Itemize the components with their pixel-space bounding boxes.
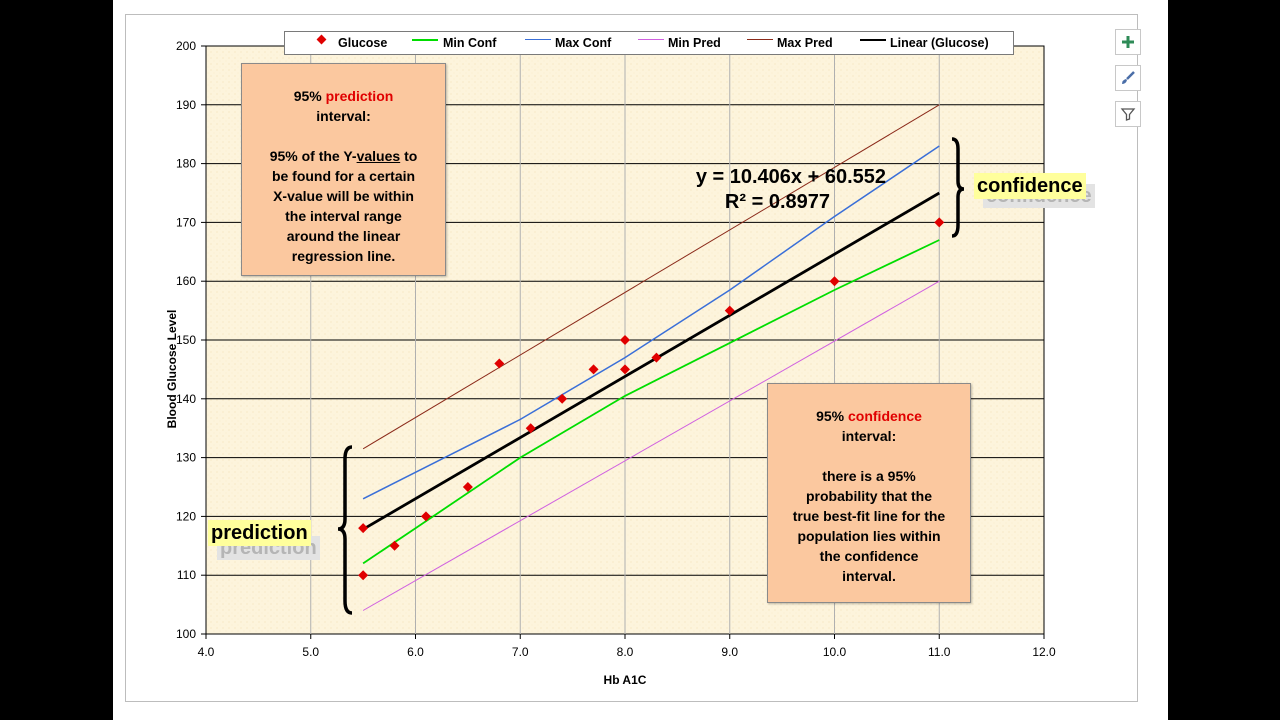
data-point-glucose bbox=[724, 305, 735, 316]
r-squared-line: R² = 0.8977 bbox=[724, 191, 830, 213]
confidence-note-body6: interval. bbox=[842, 568, 896, 584]
legend-swatch-min-conf bbox=[412, 39, 438, 41]
y-tick-label: 100 bbox=[176, 627, 196, 641]
data-point-glucose bbox=[358, 570, 369, 581]
data-point-glucose bbox=[651, 352, 662, 363]
y-tick-label: 140 bbox=[176, 392, 196, 406]
y-tick-label: 200 bbox=[176, 39, 196, 53]
prediction-note-body4: the interval range bbox=[285, 208, 402, 224]
prediction-brace bbox=[337, 445, 353, 615]
chart-filters-button[interactable] bbox=[1115, 101, 1141, 127]
legend-label-min-conf: Min Conf bbox=[443, 36, 497, 50]
x-tick-label: 5.0 bbox=[302, 645, 319, 659]
prediction-note-body1-suffix: to bbox=[400, 148, 418, 164]
chart-styles-button[interactable] bbox=[1115, 65, 1141, 91]
data-point-glucose bbox=[525, 423, 536, 434]
y-tick-label: 180 bbox=[176, 157, 196, 171]
legend-label-max-pred: Max Pred bbox=[777, 36, 833, 50]
axis-layer: 100 110 120 130 140 150 160 170 180 190 200 4.0 5.0 6… bbox=[176, 39, 1056, 659]
x-tick-label: 9.0 bbox=[721, 645, 738, 659]
x-tick-label: 12.0 bbox=[1032, 645, 1056, 659]
plus-icon bbox=[1122, 36, 1134, 48]
prediction-note-body5: around the linear bbox=[286, 228, 401, 244]
x-tick-label: 11.0 bbox=[928, 645, 951, 659]
prediction-note-line2: interval: bbox=[316, 108, 371, 124]
data-point-glucose bbox=[494, 358, 505, 369]
confidence-brace bbox=[951, 137, 965, 238]
series-line-min-pred bbox=[362, 280, 940, 611]
legend-label-linear: Linear (Glucose) bbox=[890, 36, 989, 50]
confidence-tag: confidence bbox=[974, 173, 1086, 199]
y-tick-label: 150 bbox=[176, 333, 196, 347]
x-tick-label: 7.0 bbox=[512, 645, 529, 659]
legend-swatch-linear bbox=[860, 39, 886, 41]
chart-frame[interactable]: 100 110 120 130 140 150 160 170 180 190 200 4.0 5.0 6… bbox=[125, 14, 1141, 702]
prediction-interval-note: 95% prediction interval: 95% of the Y-va… bbox=[241, 63, 446, 276]
filter-icon bbox=[1120, 108, 1136, 121]
regression-equation: y = 10.406x + 60.552 R² = 0.8977 bbox=[646, 165, 886, 215]
data-point-glucose bbox=[588, 364, 599, 375]
prediction-note-prefix: 95% bbox=[293, 88, 326, 104]
y-tick-label: 170 bbox=[176, 215, 196, 229]
prediction-note-body1-prefix: 95% of the Y- bbox=[269, 148, 357, 164]
legend-label-glucose: Glucose bbox=[338, 36, 388, 50]
prediction-note-body6: regression line. bbox=[291, 248, 396, 264]
point-layer bbox=[358, 217, 945, 581]
prediction-note-body1-underlined: values bbox=[356, 148, 401, 164]
y-tick-label: 110 bbox=[177, 568, 196, 582]
series-layer bbox=[362, 104, 941, 611]
legend-label-max-conf: Max Conf bbox=[555, 36, 612, 50]
data-point-glucose bbox=[462, 482, 473, 492]
brush-icon bbox=[1122, 71, 1135, 84]
series-line-min-conf bbox=[362, 239, 940, 565]
confidence-note-body1: there is a 95% bbox=[822, 468, 916, 484]
legend-marker-glucose bbox=[316, 34, 327, 45]
series-line-max-conf bbox=[362, 145, 940, 500]
confidence-note-highlight: confidence bbox=[848, 408, 922, 424]
equation-line: y = 10.406x + 60.552 bbox=[695, 166, 886, 188]
data-point-glucose bbox=[358, 523, 369, 534]
prediction-note-highlight: prediction bbox=[325, 88, 394, 104]
legend-swatch-max-conf bbox=[525, 39, 551, 40]
data-point-glucose bbox=[934, 217, 945, 228]
legend-swatch-max-pred bbox=[747, 39, 773, 40]
confidence-note-line2: interval: bbox=[841, 428, 897, 444]
prediction-tag: prediction bbox=[208, 520, 311, 546]
data-point-glucose bbox=[620, 364, 630, 375]
data-point-glucose bbox=[557, 393, 568, 404]
confidence-note-prefix: 95% bbox=[816, 408, 848, 424]
prediction-note-body2: be found for a certain bbox=[271, 168, 416, 184]
prediction-note-body3: X-value will be within bbox=[273, 188, 414, 204]
data-point-glucose bbox=[420, 511, 431, 522]
confidence-note-body5: the confidence bbox=[819, 548, 919, 564]
page: 100 110 120 130 140 150 160 170 180 190 200 4.0 5.0 6… bbox=[113, 0, 1168, 720]
y-axis-label: Blood Glucose Level bbox=[165, 310, 179, 429]
confidence-note-body2: probability that the bbox=[806, 488, 932, 504]
confidence-interval-note: 95% confidence interval: there is a 95% … bbox=[767, 383, 971, 603]
x-tick-label: 6.0 bbox=[407, 645, 424, 659]
confidence-note-body3: true best-fit line for the bbox=[792, 508, 946, 524]
data-point-glucose bbox=[620, 335, 630, 345]
legend-label-min-pred: Min Pred bbox=[668, 36, 721, 50]
series-line-max-pred bbox=[362, 104, 940, 450]
y-tick-label: 130 bbox=[176, 451, 196, 465]
legend: Glucose Min Conf Max Conf Min Pred Max P… bbox=[284, 31, 1014, 55]
x-tick-label: 4.0 bbox=[198, 645, 215, 659]
y-tick-label: 190 bbox=[176, 98, 196, 112]
data-point-glucose bbox=[389, 540, 400, 551]
x-tick-label: 8.0 bbox=[617, 645, 634, 659]
x-axis-label: Hb A1C bbox=[604, 673, 647, 687]
y-tick-label: 120 bbox=[176, 509, 196, 523]
add-chart-element-button[interactable] bbox=[1115, 29, 1141, 55]
series-line-linear-glucose bbox=[362, 191, 941, 531]
x-tick-label: 10.0 bbox=[823, 645, 847, 659]
data-point-glucose bbox=[829, 276, 840, 287]
legend-swatch-min-pred bbox=[638, 39, 664, 40]
y-tick-label: 160 bbox=[176, 274, 196, 288]
confidence-note-body4: population lies within bbox=[797, 528, 941, 544]
